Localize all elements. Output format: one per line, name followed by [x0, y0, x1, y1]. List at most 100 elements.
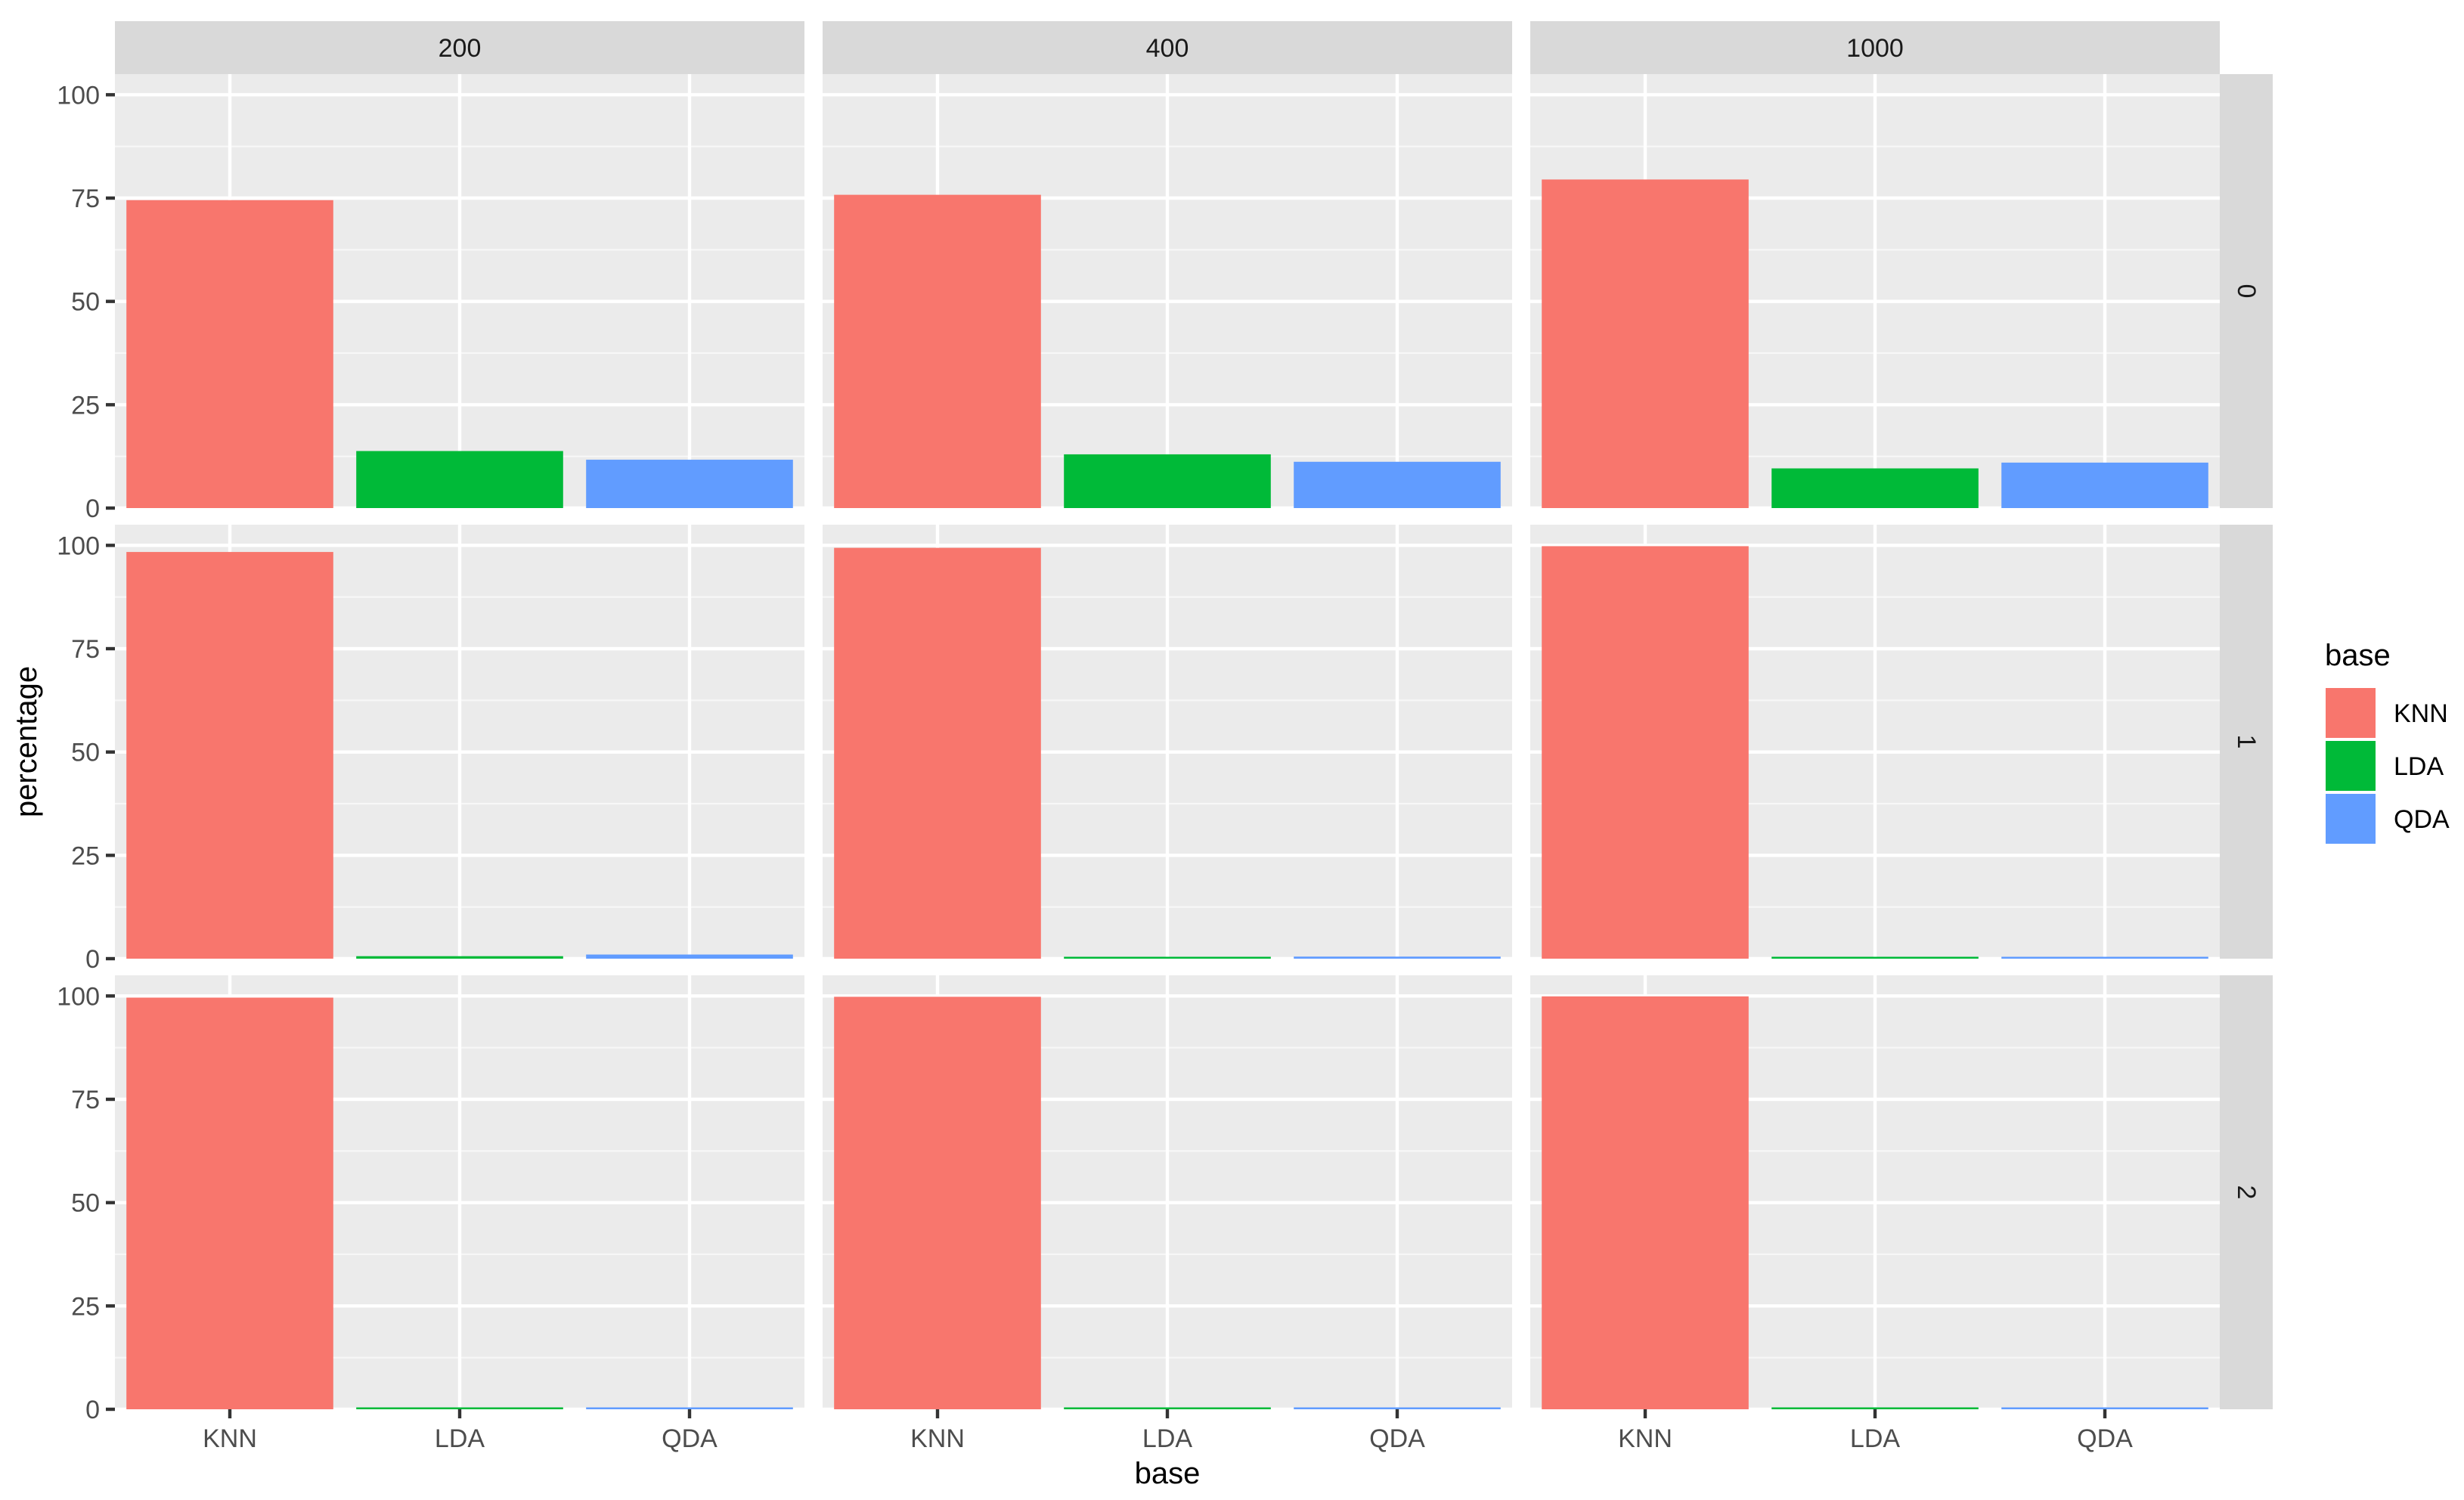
- strip-background: [2220, 74, 2273, 508]
- strip-label: 1: [2232, 735, 2261, 749]
- legend-key: [2326, 794, 2376, 844]
- y-tick-label: 50: [71, 1189, 100, 1218]
- panel-layer: [115, 74, 2220, 1412]
- bar-lda: [1064, 1407, 1271, 1409]
- strip-label: 200: [439, 34, 482, 63]
- strip-column-1000: 1000: [1530, 21, 2220, 74]
- bar-knn: [126, 997, 333, 1409]
- legend-label: QDA: [2394, 805, 2450, 834]
- x-axis-col-400: KNN LDA QDA: [910, 1409, 1425, 1453]
- bar-qda: [1294, 956, 1501, 959]
- panel-1000-0: [1530, 74, 2220, 510]
- bar-lda: [1771, 468, 1979, 508]
- x-tick-label: KNN: [1618, 1424, 1672, 1453]
- x-axis-col-200: KNN LDA QDA: [203, 1409, 718, 1453]
- x-tick-label: QDA: [2077, 1424, 2133, 1453]
- legend-item-knn: KNN: [2326, 688, 2448, 738]
- y-tick-label: 75: [71, 635, 100, 664]
- panel-400-0: [823, 74, 1512, 510]
- y-axis-row-1: 0 25 50 75 100: [57, 532, 115, 974]
- bar-lda: [1771, 1407, 1979, 1409]
- bar-knn: [834, 996, 1041, 1409]
- x-tick-label: LDA: [1142, 1424, 1192, 1453]
- strip-column-200: 200: [115, 21, 804, 74]
- y-tick-label: 100: [57, 81, 100, 110]
- x-tick-label: KNN: [203, 1424, 257, 1453]
- y-tick-label: 50: [71, 288, 100, 317]
- bar-lda: [356, 1407, 563, 1409]
- bar-lda: [1064, 956, 1271, 959]
- bar-qda: [2001, 462, 2208, 508]
- strip-row-2: 2: [2220, 975, 2273, 1409]
- bar-qda: [586, 460, 793, 508]
- strip-background: [1530, 21, 2220, 74]
- y-tick-label: 100: [57, 982, 100, 1011]
- strip-column-400: 400: [823, 21, 1512, 74]
- legend-label: LDA: [2394, 752, 2444, 781]
- bar-qda: [1294, 1407, 1501, 1409]
- y-tick-label: 50: [71, 739, 100, 767]
- legend-item-qda: QDA: [2326, 794, 2450, 844]
- strip-layer: 200 400 1000 0 1 2: [115, 21, 2273, 1409]
- bar-lda: [1771, 956, 1979, 959]
- bar-knn: [834, 194, 1041, 508]
- y-tick-label: 25: [71, 391, 100, 420]
- panel-200-0: [115, 74, 804, 510]
- x-tick-label: QDA: [1369, 1424, 1425, 1453]
- strip-background: [115, 21, 804, 74]
- strip-label: 1000: [1846, 34, 1904, 63]
- x-axis-title: base: [1135, 1457, 1201, 1490]
- y-tick-label: 100: [57, 532, 100, 560]
- x-tick-label: LDA: [435, 1424, 485, 1453]
- panel-1000-1: [1530, 525, 2220, 961]
- x-tick-label: LDA: [1850, 1424, 1900, 1453]
- bar-qda: [586, 954, 793, 959]
- legend-label: KNN: [2394, 699, 2448, 728]
- bar-knn: [1542, 179, 1749, 508]
- panel-200-1: [115, 525, 804, 961]
- strip-background: [2220, 975, 2273, 1409]
- strip-background: [823, 21, 1512, 74]
- legend-item-lda: LDA: [2326, 741, 2444, 791]
- strip-background: [2220, 525, 2273, 959]
- bar-qda: [2001, 1407, 2208, 1409]
- y-axis-row-2: 0 25 50 75 100: [57, 982, 115, 1424]
- y-tick-label: 75: [71, 184, 100, 213]
- bar-knn: [1542, 996, 1749, 1409]
- bar-qda: [2001, 956, 2208, 959]
- y-tick-label: 0: [85, 494, 100, 523]
- y-axis-title: percentage: [10, 666, 43, 817]
- legend-key: [2326, 688, 2376, 738]
- y-tick-label: 25: [71, 1292, 100, 1321]
- strip-label: 400: [1146, 34, 1189, 63]
- x-axis-col-1000: KNN LDA QDA: [1618, 1409, 2133, 1453]
- panel-400-1: [823, 525, 1512, 961]
- bar-knn: [834, 547, 1041, 959]
- bar-knn: [126, 552, 333, 959]
- bar-knn: [1542, 546, 1749, 959]
- legend-key: [2326, 741, 2376, 791]
- y-tick-label: 0: [85, 1396, 100, 1424]
- bar-lda: [1064, 454, 1271, 508]
- panel-400-2: [823, 975, 1512, 1412]
- strip-row-1: 1: [2220, 525, 2273, 959]
- x-tick-label: QDA: [662, 1424, 718, 1453]
- panel-1000-2: [1530, 975, 2220, 1412]
- bar-lda: [356, 451, 563, 508]
- y-axis-row-0: 0 25 50 75 100: [57, 81, 115, 523]
- y-tick-label: 25: [71, 841, 100, 870]
- legend-title: base: [2325, 639, 2391, 672]
- strip-label: 0: [2232, 284, 2261, 299]
- y-tick-label: 75: [71, 1086, 100, 1114]
- bar-lda: [356, 956, 563, 959]
- bar-qda: [586, 1407, 793, 1409]
- strip-label: 2: [2232, 1185, 2261, 1200]
- bar-knn: [126, 200, 333, 508]
- bar-qda: [1294, 461, 1501, 508]
- y-tick-label: 0: [85, 945, 100, 974]
- x-tick-label: KNN: [910, 1424, 965, 1453]
